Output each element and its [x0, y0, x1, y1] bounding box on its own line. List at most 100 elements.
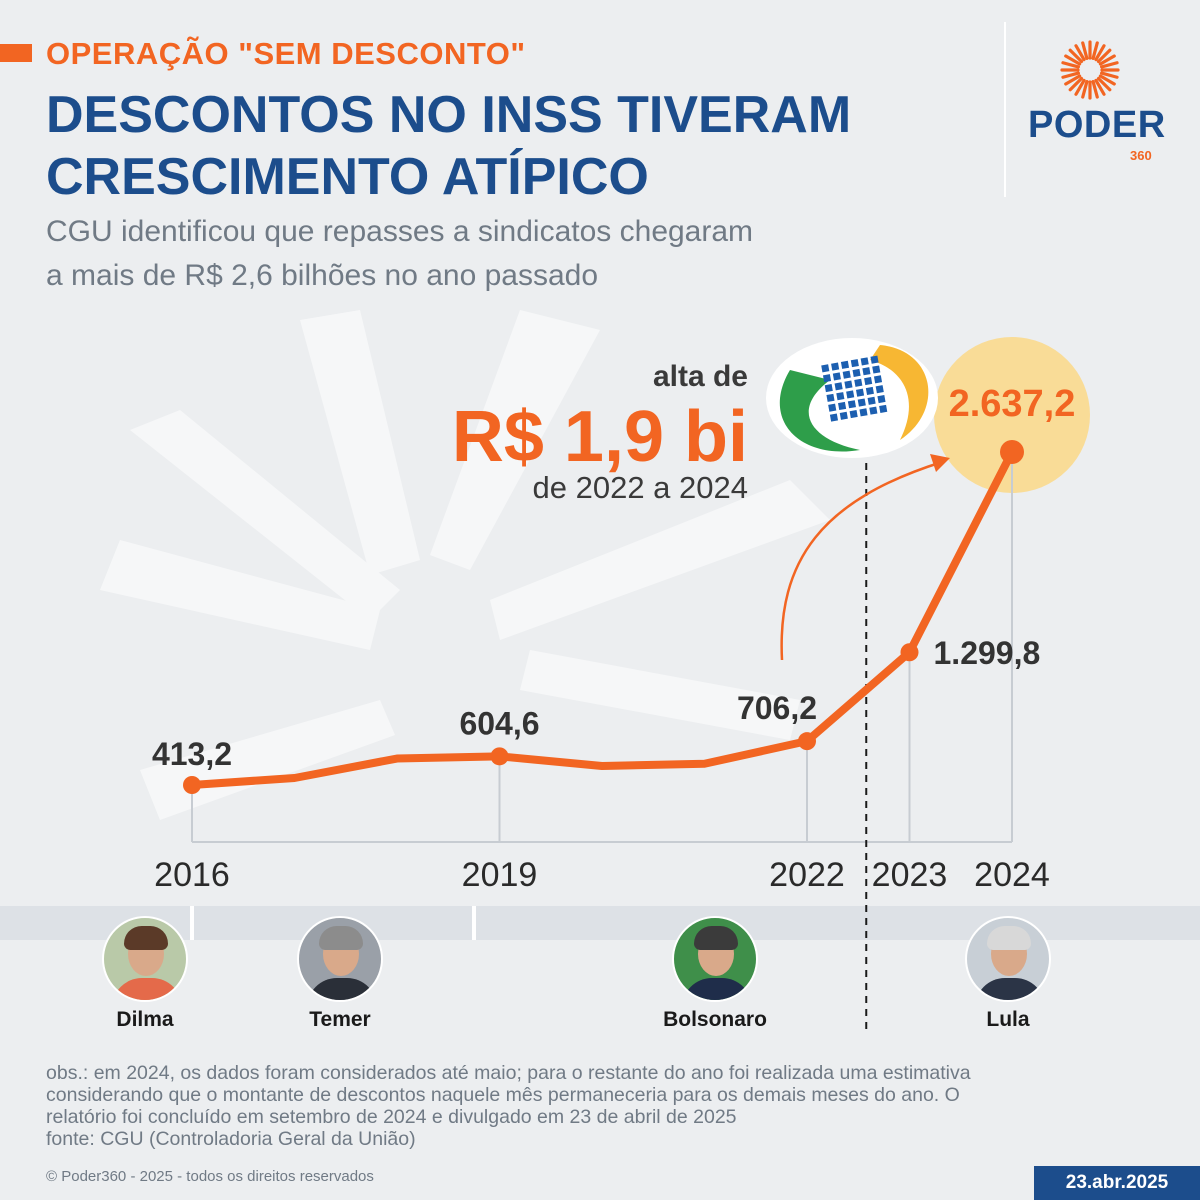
bg-ray	[140, 700, 395, 820]
subtitle-line-1: CGU identificou que repasses a sindicato…	[46, 215, 754, 248]
inss-logo-cell	[872, 365, 881, 374]
data-label: 2.637,2	[949, 383, 1076, 425]
notes: obs.: em 2024, os dados foram considerad…	[46, 1062, 1156, 1150]
inss-logo-cell	[822, 374, 832, 383]
inss-logo-cell	[873, 375, 883, 384]
data-point	[183, 776, 201, 794]
sun-ray	[1098, 54, 1116, 66]
band-divider	[190, 906, 194, 940]
callout-period: de 2022 a 2024	[532, 470, 749, 505]
inss-logo-cell	[824, 383, 833, 393]
headline: DESCONTOS NO INSS TIVERAM CRESCIMENTO AT…	[46, 84, 946, 208]
sun-ray	[1094, 78, 1106, 96]
growth-arrow-head	[930, 454, 950, 472]
series-line	[188, 448, 1016, 789]
inss-logo-cell	[842, 370, 851, 379]
sun-ray	[1081, 79, 1089, 99]
sun-ray	[1068, 76, 1084, 92]
inss-logo-cell	[831, 362, 840, 371]
inss-logo-cell	[859, 408, 868, 417]
bg-ray	[130, 410, 400, 620]
inss-logo-cell	[867, 396, 876, 405]
inss-logo-yellow	[870, 345, 929, 440]
header-divider	[1004, 22, 1006, 197]
subtitle: CGU identificou que repasses a sindicato…	[46, 210, 946, 298]
inss-logo-cell	[826, 393, 835, 402]
inss-logo-cell	[875, 385, 884, 394]
sun-ray	[1064, 74, 1082, 86]
sun-ray	[1091, 41, 1099, 61]
brand-name: PODER	[1028, 104, 1166, 146]
data-point	[1000, 440, 1024, 464]
inss-logo-cell	[860, 357, 869, 366]
inss-logo-cell	[857, 398, 866, 407]
inss-logo-cell	[844, 380, 853, 389]
sun-ray	[1096, 48, 1112, 64]
inss-logo-cell	[834, 382, 843, 391]
bg-ray	[300, 310, 420, 575]
sun-ray	[1094, 44, 1106, 62]
band-divider	[472, 906, 476, 940]
inss-logo-cell	[854, 378, 863, 387]
data-label: 604,6	[459, 705, 539, 741]
bg-ray	[100, 540, 380, 650]
date-badge: 23.abr.2025	[1034, 1166, 1200, 1200]
inss-logo-cell	[829, 413, 839, 422]
sun-ray	[1061, 71, 1081, 79]
inss-logo-cell	[847, 400, 856, 409]
subtitle-line-2: a mais de R$ 2,6 bilhões no ano passado	[46, 259, 599, 292]
bg-ray	[490, 480, 830, 640]
inss-logo-cell	[864, 377, 873, 386]
sun-rays-icon	[1060, 40, 1120, 100]
highlight-circle	[934, 337, 1090, 493]
inss-logo-cell	[850, 359, 859, 368]
kicker: OPERAÇÃO "SEM DESCONTO"	[46, 36, 526, 71]
callout-label: alta de	[652, 360, 748, 393]
bg-ray	[520, 650, 800, 740]
sun-ray	[1099, 61, 1119, 69]
x-tick-label: 2022	[769, 856, 845, 894]
inss-logo-cell	[849, 410, 858, 419]
inss-logo-cell	[846, 390, 855, 399]
x-tick-label: 2016	[154, 856, 230, 894]
callout-value: R$ 1,9 bi	[451, 397, 748, 477]
x-tick-label: 2023	[872, 856, 948, 894]
bg-ray	[430, 310, 600, 570]
data-point	[798, 732, 816, 751]
obs-line-1: obs.: em 2024, os dados foram considerad…	[46, 1062, 971, 1084]
inss-logo-cell	[821, 364, 830, 373]
inss-logo-cell	[836, 392, 845, 401]
data-label: 706,2	[737, 690, 817, 726]
inss-logo-cell	[879, 404, 888, 413]
sun-ray	[1099, 71, 1119, 79]
growth-arrow	[780, 460, 943, 661]
obs-line-3: relatório foi concluído em setembro de 2…	[46, 1106, 737, 1128]
sun-ray	[1074, 44, 1086, 62]
sun-ray	[1098, 74, 1116, 86]
inss-logo-cell	[877, 394, 886, 404]
x-tick-label: 2019	[462, 856, 538, 894]
inss-logo-cell	[869, 406, 878, 415]
headline-line-1: DESCONTOS NO INSS TIVERAM	[46, 86, 852, 144]
obs-line-2: considerando que o montante de descontos…	[46, 1084, 960, 1106]
kicker-bar	[0, 44, 32, 62]
data-label: 413,2	[152, 736, 232, 772]
x-tick-label: 2024	[974, 856, 1050, 894]
brand-suffix: 360	[1130, 148, 1152, 163]
inss-logo-green	[779, 370, 860, 452]
inss-logo-cell	[865, 386, 874, 395]
inss-logo-cell	[870, 355, 879, 364]
headline-line-2: CRESCIMENTO ATÍPICO	[46, 148, 649, 206]
sun-ray	[1068, 48, 1084, 64]
inss-logo-cell	[852, 368, 861, 378]
sun-ray	[1081, 41, 1089, 61]
data-point	[490, 747, 509, 766]
inss-logo-cell	[838, 401, 847, 411]
sun-ray	[1074, 78, 1086, 96]
source: fonte: CGU (Controladoria Geral da União…	[46, 1128, 416, 1150]
data-point	[900, 643, 919, 662]
inss-logo-icon	[766, 338, 938, 458]
inss-logo-cell	[840, 360, 850, 369]
